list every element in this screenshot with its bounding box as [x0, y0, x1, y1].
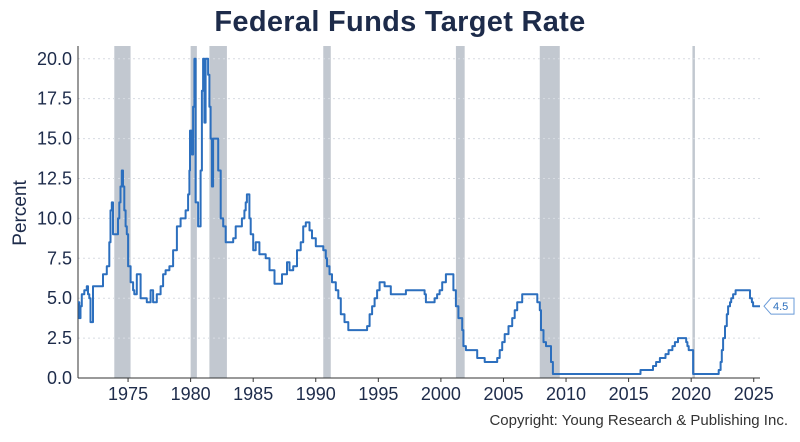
last-value-label: 4.5	[773, 301, 788, 313]
x-tick-label: 2025	[734, 384, 774, 404]
y-tick-label: 10.0	[37, 208, 72, 228]
x-tick-label: 2020	[671, 384, 711, 404]
x-tick-labels: 1975 1980 1985 1990 1995 2000 2005 2010 2015 2020…	[108, 378, 774, 404]
gridlines	[78, 58, 760, 339]
recession-band-3	[323, 46, 331, 378]
y-tick-label: 12.5	[37, 168, 72, 188]
chart-title: Federal Funds Target Rate	[214, 6, 586, 38]
y-tick-labels: 0.0 2.5 5.0 7.5 10.0 12.5 15.0 17.5 20.0	[37, 49, 72, 388]
x-tick-label: 2005	[483, 384, 523, 404]
x-tick-label: 1980	[171, 384, 211, 404]
series-line	[78, 57, 760, 375]
last-value-callout-box	[763, 297, 795, 315]
y-tick-label: 5.0	[47, 288, 72, 308]
recession-band-1	[190, 46, 197, 378]
recession-band-6	[692, 46, 695, 378]
recession-band-2	[209, 46, 227, 378]
y-tick-label: 20.0	[37, 49, 72, 69]
x-tick-label: 1975	[108, 384, 148, 404]
recession-bands	[114, 46, 695, 378]
last-value-callout: 4.5	[763, 297, 795, 315]
axes	[77, 46, 760, 379]
x-tick-label: 1985	[233, 384, 273, 404]
recession-band-5	[539, 46, 560, 378]
recession-band-0	[114, 46, 131, 378]
y-tick-label: 17.5	[37, 89, 72, 109]
x-tick-label: 1995	[358, 384, 398, 404]
x-tick-label: 2015	[609, 384, 649, 404]
x-tick-label: 1990	[296, 384, 336, 404]
recession-band-4	[455, 46, 465, 378]
y-tick-label: 0.0	[47, 368, 72, 388]
y-tick-label: 7.5	[47, 248, 72, 268]
x-tick-label: 2010	[546, 384, 586, 404]
x-tick-label: 2000	[421, 384, 461, 404]
y-axis-label: Percent	[10, 180, 31, 246]
y-tick-label: 2.5	[47, 328, 72, 348]
y-tick-label: 15.0	[37, 129, 72, 149]
copyright-text: Copyright: Young Research & Publishing I…	[489, 412, 788, 429]
